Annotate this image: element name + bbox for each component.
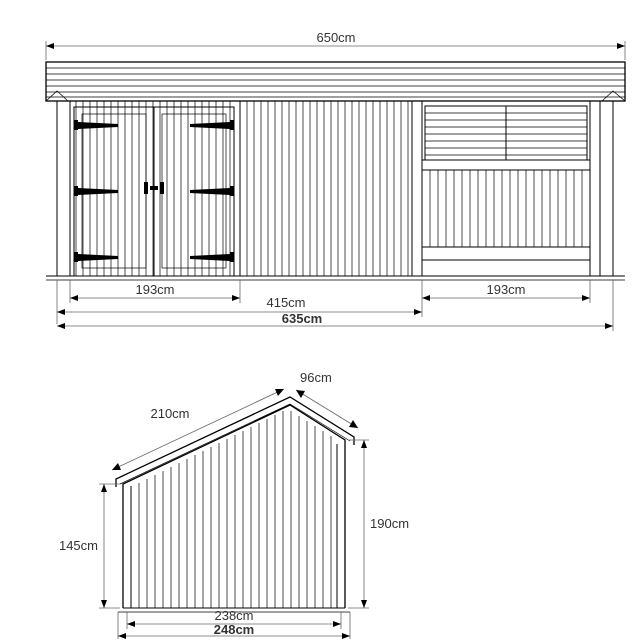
svg-text:210cm: 210cm bbox=[150, 406, 189, 421]
dim-193-left: 193cm bbox=[70, 280, 240, 303]
dim-210: 210cm bbox=[112, 389, 284, 470]
dim-190: 190cm bbox=[348, 440, 409, 608]
dim-415: 415cm bbox=[57, 280, 422, 324]
svg-text:248cm: 248cm bbox=[214, 622, 254, 637]
dim-96: 96cm bbox=[296, 370, 358, 428]
svg-text:145cm: 145cm bbox=[59, 538, 98, 553]
front-right-section bbox=[422, 106, 590, 260]
dim-650: 650cm bbox=[46, 30, 625, 60]
svg-text:190cm: 190cm bbox=[370, 516, 409, 531]
side-elevation bbox=[116, 397, 354, 612]
svg-text:96cm: 96cm bbox=[300, 370, 332, 385]
dim-650-label: 650cm bbox=[316, 30, 355, 45]
svg-text:415cm: 415cm bbox=[266, 295, 305, 310]
dim-193-right: 193cm bbox=[422, 280, 590, 303]
dim-145: 145cm bbox=[59, 484, 120, 608]
svg-text:193cm: 193cm bbox=[486, 282, 525, 297]
svg-text:238cm: 238cm bbox=[214, 608, 253, 623]
svg-text:635cm: 635cm bbox=[282, 311, 322, 326]
front-mid-planks bbox=[247, 101, 408, 276]
svg-text:193cm: 193cm bbox=[135, 282, 174, 297]
